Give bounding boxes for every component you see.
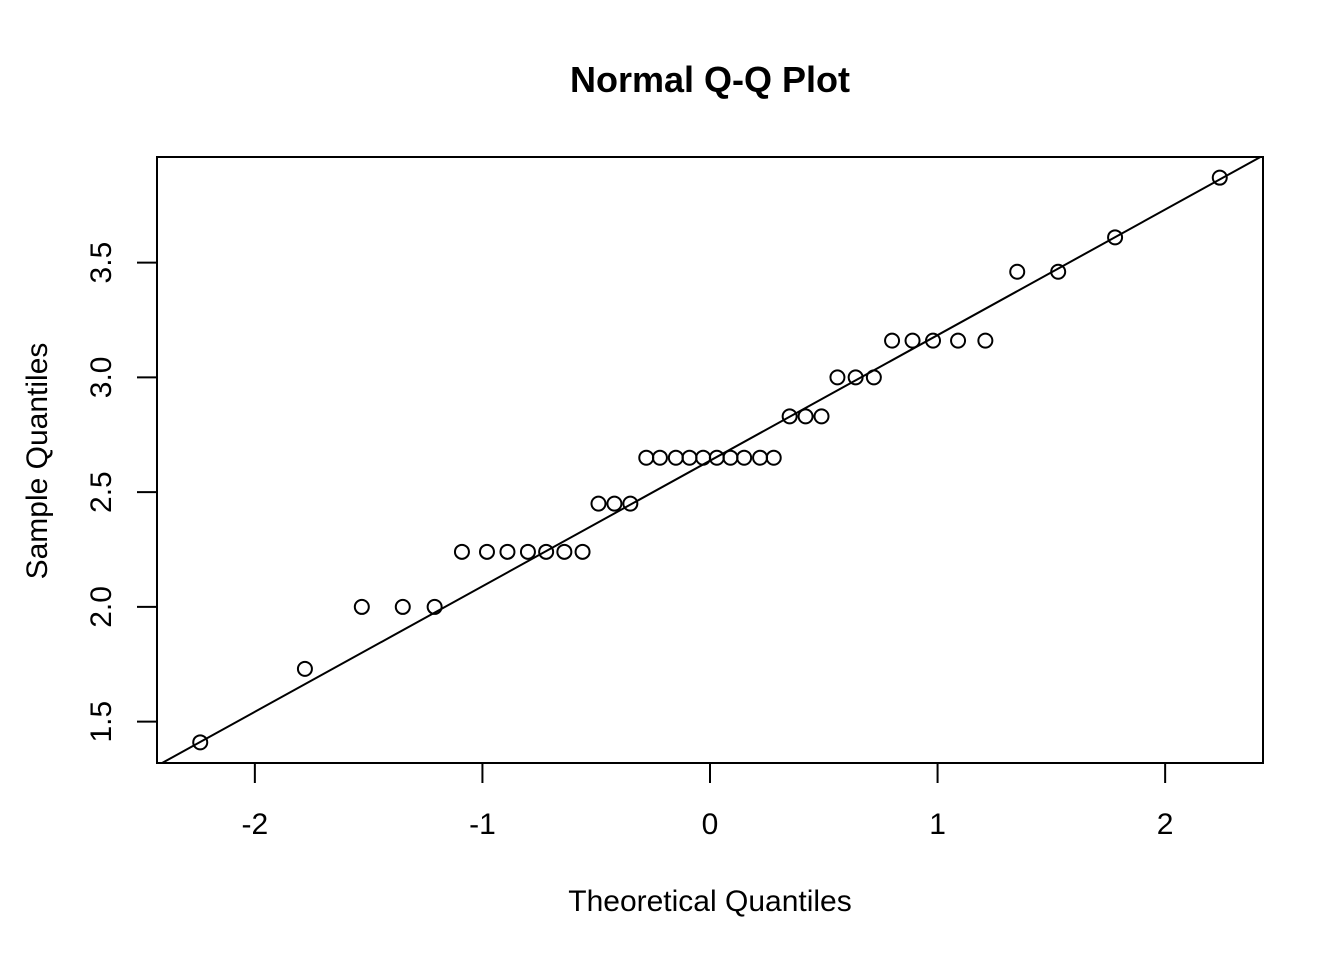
data-point (606, 495, 623, 512)
data-point (797, 408, 814, 425)
data-point (651, 449, 668, 466)
data-point (1211, 169, 1228, 186)
data-point (1107, 229, 1124, 246)
data-point (681, 449, 698, 466)
data-point (478, 543, 495, 560)
data-point (781, 408, 798, 425)
x-axis: -2 -1 0 1 2 (242, 762, 1174, 841)
data-point (752, 449, 769, 466)
data-point (829, 369, 846, 386)
data-point (453, 543, 470, 560)
chart-title: Normal Q-Q Plot (570, 59, 850, 100)
data-point (574, 543, 591, 560)
data-point (426, 598, 443, 615)
data-point (865, 369, 882, 386)
y-tick-label: 1.5 (85, 701, 118, 743)
data-point (590, 495, 607, 512)
data-point (667, 449, 684, 466)
data-point (925, 332, 942, 349)
data-point (722, 449, 739, 466)
data-point (638, 449, 655, 466)
data-point (394, 598, 411, 615)
data-point (622, 495, 639, 512)
data-point (695, 449, 712, 466)
x-tick-label: -1 (469, 808, 496, 841)
data-point (519, 543, 536, 560)
x-tick-label: 2 (1157, 808, 1174, 841)
y-axis-label: Sample Quantiles (21, 343, 54, 580)
data-point (977, 332, 994, 349)
data-point (538, 543, 555, 560)
y-axis: 1.5 2.0 2.5 3.0 3.5 (85, 242, 158, 743)
data-point (556, 543, 573, 560)
data-point (353, 598, 370, 615)
x-tick-label: -2 (242, 808, 269, 841)
x-tick-label: 0 (702, 808, 719, 841)
data-point (904, 332, 921, 349)
data-point (192, 734, 209, 751)
data-point (847, 369, 864, 386)
y-tick-label: 3.0 (85, 357, 118, 399)
data-point (1009, 263, 1026, 280)
data-point (499, 543, 516, 560)
plot-content (160, 157, 1263, 763)
y-tick-label: 2.0 (85, 586, 118, 628)
data-point (813, 408, 830, 425)
data-point (296, 660, 313, 677)
data-point (950, 332, 967, 349)
x-axis-label: Theoretical Quantiles (568, 885, 851, 918)
x-tick-label: 1 (929, 808, 946, 841)
y-tick-label: 2.5 (85, 471, 118, 513)
data-point (736, 449, 753, 466)
data-point (1050, 263, 1067, 280)
y-tick-label: 3.5 (85, 242, 118, 284)
data-point (765, 449, 782, 466)
data-point (884, 332, 901, 349)
